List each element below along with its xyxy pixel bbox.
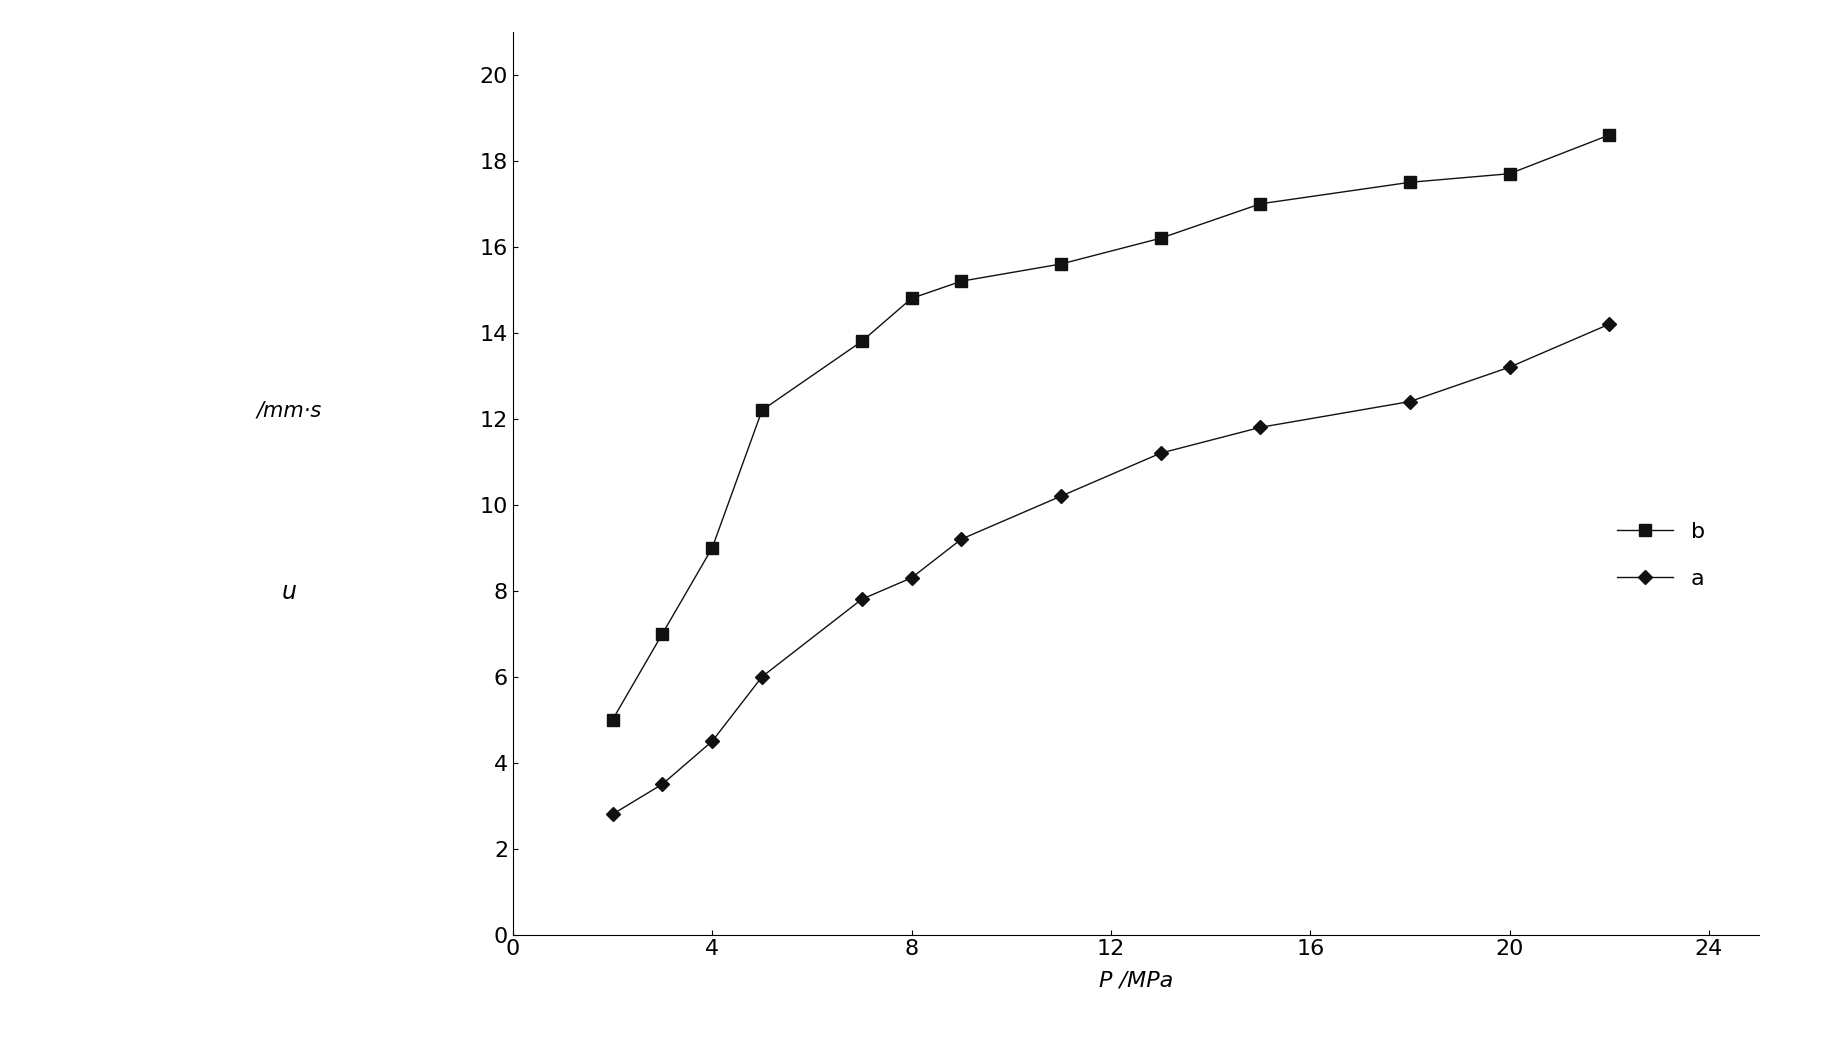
a (951, 533, 973, 546)
b (901, 292, 923, 305)
b (1150, 232, 1172, 244)
a (1150, 447, 1172, 460)
b (951, 275, 973, 288)
a (702, 735, 724, 748)
b (652, 628, 674, 640)
b (1598, 129, 1619, 141)
a (850, 593, 872, 605)
a (1050, 490, 1072, 502)
b (751, 404, 773, 416)
Legend: b, a: b, a (1599, 504, 1722, 606)
b (601, 714, 623, 726)
a (652, 777, 674, 790)
b (1050, 258, 1072, 271)
Text: /mm·s: /mm·s (256, 401, 321, 421)
Line: b: b (606, 130, 1614, 725)
a (901, 571, 923, 584)
b (1249, 198, 1271, 210)
Text: u: u (282, 580, 297, 603)
a (1400, 395, 1422, 408)
b (850, 335, 872, 347)
a (1499, 361, 1521, 374)
a (1598, 318, 1619, 330)
Line: a: a (608, 320, 1614, 819)
a (601, 808, 623, 821)
b (702, 542, 724, 554)
X-axis label: P /MPa: P /MPa (1099, 971, 1172, 991)
a (751, 670, 773, 683)
a (1249, 421, 1271, 433)
b (1499, 168, 1521, 181)
b (1400, 176, 1422, 189)
